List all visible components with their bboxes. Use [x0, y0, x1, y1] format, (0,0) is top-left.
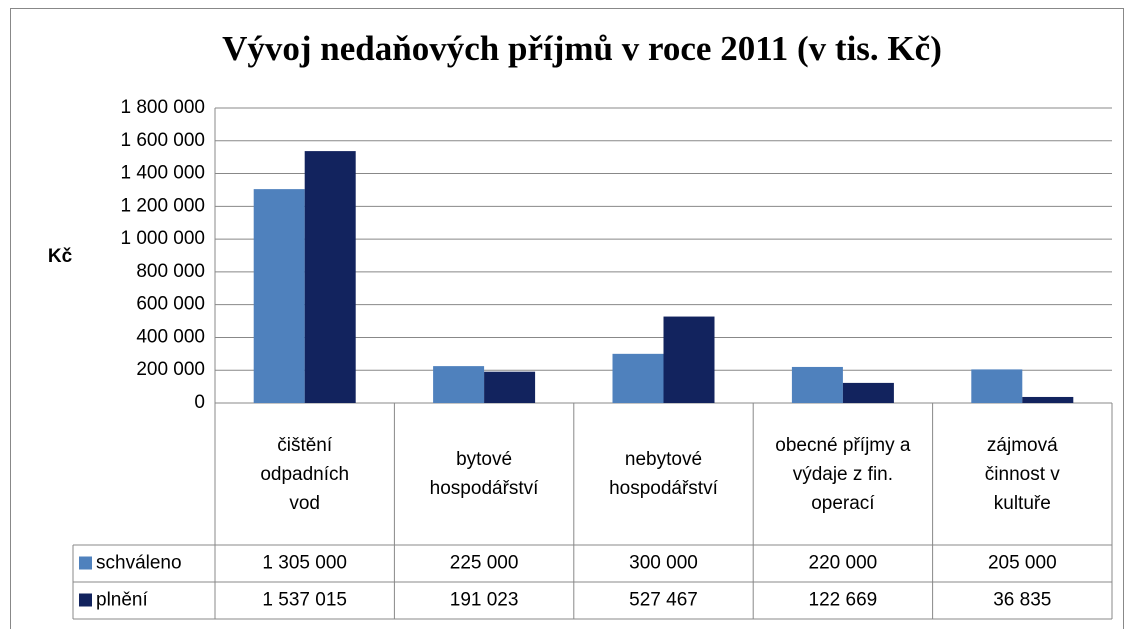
- table-value: 1 305 000: [262, 553, 347, 574]
- bar: [253, 189, 305, 403]
- legend-label: plnění: [96, 590, 148, 611]
- y-tick-label: 1 800 000: [120, 97, 205, 118]
- y-tick-label: 800 000: [136, 261, 205, 282]
- chart-border: [10, 8, 1124, 629]
- category-label: zájmová činnost v kultuře: [933, 403, 1112, 545]
- y-tick-label: 0: [194, 392, 205, 413]
- bar: [433, 366, 485, 403]
- category-label: obecné příjmy a výdaje z fin. operací: [753, 403, 932, 545]
- bar: [663, 316, 715, 403]
- category-label: nebytové hospodářství: [574, 403, 753, 545]
- y-axis-label: Kč: [48, 246, 73, 267]
- table-value: 527 467: [629, 590, 698, 611]
- bar: [484, 371, 536, 403]
- y-tick-label: 1 600 000: [120, 130, 205, 151]
- y-tick-label: 1 000 000: [120, 228, 205, 249]
- category-text: zájmová činnost v kultuře: [984, 434, 1060, 514]
- category-text: čištění odpadních vod: [260, 434, 350, 514]
- y-tick-label: 600 000: [136, 294, 205, 315]
- category-text: obecné příjmy a výdaje z fin. operací: [775, 434, 911, 514]
- table-value: 205 000: [988, 553, 1057, 574]
- bar: [971, 369, 1023, 403]
- table-value: 1 537 015: [262, 590, 347, 611]
- legend-swatch: [79, 593, 92, 607]
- bar: [612, 353, 664, 403]
- chart-title: Vývoj nedaňových příjmů v roce 2011 (v t…: [222, 29, 942, 68]
- table-value: 36 835: [993, 590, 1051, 611]
- bar: [1022, 396, 1074, 403]
- bar: [304, 151, 356, 403]
- y-tick-label: 1 400 000: [120, 163, 205, 184]
- y-tick-label: 400 000: [136, 326, 205, 347]
- category-text: bytové hospodářství: [429, 449, 539, 499]
- category-text: nebytové hospodářství: [609, 449, 718, 499]
- table-value: 220 000: [809, 553, 878, 574]
- legend-swatch: [79, 556, 92, 570]
- bar: [791, 366, 843, 403]
- y-tick-label: 200 000: [136, 359, 205, 380]
- table-value: 122 669: [809, 590, 878, 611]
- table-value: 191 023: [450, 590, 519, 611]
- category-label: čištění odpadních vod: [215, 403, 394, 545]
- bar: [842, 382, 894, 403]
- legend-label: schváleno: [96, 553, 182, 574]
- table-value: 300 000: [629, 553, 698, 574]
- category-label: bytové hospodářství: [394, 403, 573, 545]
- table-value: 225 000: [450, 553, 519, 574]
- y-tick-label: 1 200 000: [120, 195, 205, 216]
